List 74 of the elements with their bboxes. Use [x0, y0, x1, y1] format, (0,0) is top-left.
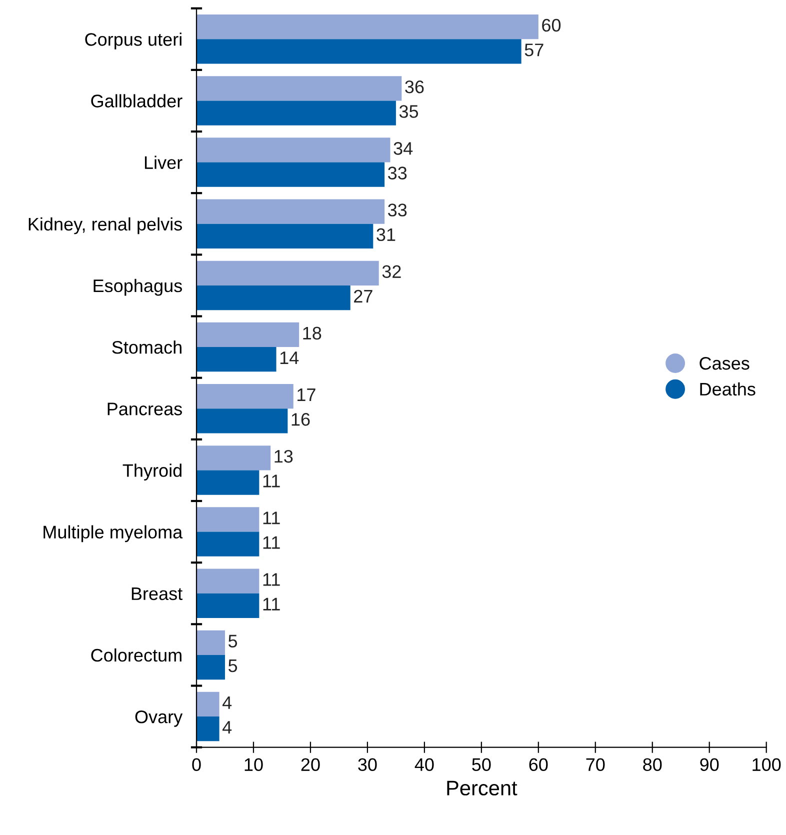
bar [196, 630, 225, 655]
bar [196, 14, 538, 40]
data-label: 11 [263, 573, 280, 586]
x-tick-label: 40 [414, 758, 434, 772]
data-label: 18 [303, 326, 322, 340]
bar [196, 470, 260, 495]
data-label: 35 [399, 105, 418, 118]
bar [196, 532, 260, 556]
y-tick-label: Multiple myeloma [44, 525, 183, 542]
y-tick-label: Stomach [112, 340, 182, 354]
bar [196, 76, 402, 101]
data-label: 5 [228, 660, 238, 672]
bar [196, 568, 260, 594]
y-tick-label: Gallbladder [91, 94, 182, 108]
bar [196, 100, 396, 126]
bar [196, 692, 220, 717]
bar [196, 322, 300, 348]
data-label: 11 [263, 474, 280, 488]
data-label: 32 [382, 265, 401, 278]
data-label: 17 [298, 388, 316, 401]
data-label: 33 [388, 204, 407, 216]
data-label: 16 [292, 413, 310, 426]
x-tick-label: 80 [643, 758, 662, 772]
data-label: 13 [274, 450, 293, 463]
bar [196, 39, 522, 64]
bar [196, 260, 379, 286]
data-label: 27 [354, 290, 372, 302]
bar [196, 347, 276, 372]
data-label: 33 [388, 166, 407, 180]
bar [196, 162, 385, 187]
data-label: 11 [263, 598, 280, 610]
y-tick-label: Kidney, renal pelvis [28, 217, 182, 234]
bar [196, 593, 260, 618]
bar [196, 224, 374, 249]
y-tick-label: Thyroid [122, 464, 182, 480]
bar [196, 716, 220, 742]
data-label: 36 [405, 80, 424, 94]
x-tick-label: 20 [301, 758, 320, 772]
y-tick-label: Breast [132, 587, 182, 600]
y-tick-label: Ovary [135, 710, 183, 727]
x-tick-label: 30 [358, 758, 377, 772]
data-label: 14 [280, 352, 299, 364]
data-label: 4 [222, 721, 232, 734]
x-tick-label: 90 [700, 758, 719, 772]
bar [196, 199, 385, 224]
x-tick-label: 60 [529, 758, 548, 772]
data-label: 11 [263, 512, 280, 524]
bar [196, 654, 225, 680]
data-label: 5 [228, 634, 238, 648]
legend-label: Cases [700, 356, 750, 370]
bar [196, 384, 294, 409]
bar [196, 507, 260, 532]
data-label: 57 [524, 44, 544, 56]
bar [196, 285, 350, 310]
y-tick-label: Liver [144, 156, 182, 170]
x-tick-label: 70 [586, 758, 605, 772]
bar [196, 138, 390, 162]
x-tick-label: 10 [244, 758, 263, 772]
y-tick-label: Esophagus [94, 278, 182, 296]
x-tick-label: 100 [752, 758, 781, 772]
legend-label: Deaths [700, 382, 756, 396]
data-label: 31 [376, 228, 396, 242]
y-tick-label: Pancreas [108, 402, 182, 416]
data-label: 4 [222, 696, 232, 709]
data-label: 34 [394, 142, 413, 155]
data-label: 60 [542, 18, 561, 32]
data-label: 11 [263, 536, 280, 549]
x-tick-label: 0 [192, 758, 201, 772]
y-tick-label: Corpus uteri [85, 32, 182, 50]
x-axis-title: Percent [447, 780, 518, 796]
bar [196, 408, 288, 434]
x-tick-label: 50 [472, 758, 491, 772]
y-tick-label: Colorectum [91, 648, 182, 662]
bar [196, 446, 271, 470]
